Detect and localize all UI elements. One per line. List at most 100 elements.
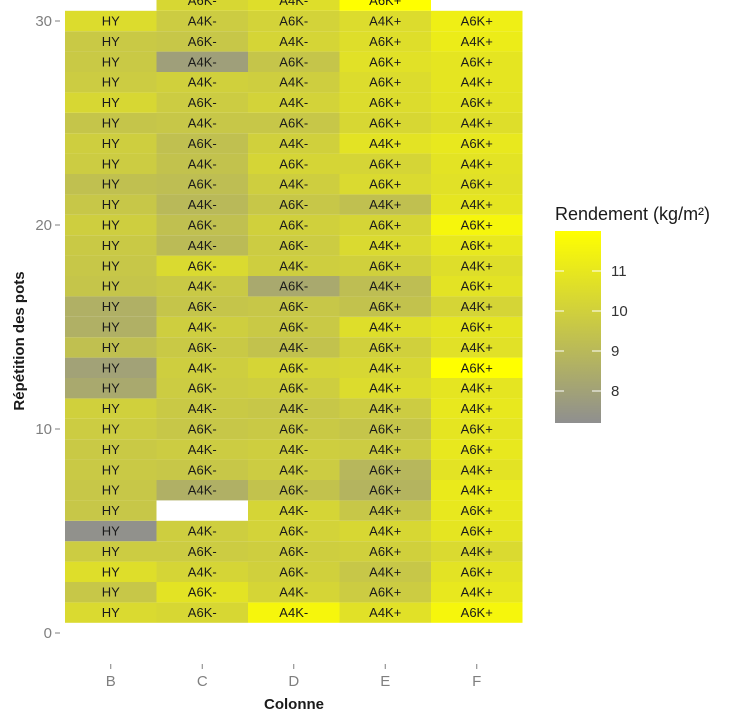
cell-label: A6K- <box>188 218 217 233</box>
legend-title: Rendement (kg/m²) <box>555 204 710 224</box>
y-tick-label: 10 <box>35 421 52 438</box>
cell-label: A4K+ <box>369 503 401 518</box>
heatmap-cell <box>431 602 523 623</box>
cell-label: A4K+ <box>461 299 493 314</box>
cell-label: A6K- <box>188 95 217 110</box>
heatmap-cell <box>339 235 431 256</box>
heatmap-cell <box>339 398 431 419</box>
heatmap-cell <box>156 561 248 582</box>
heatmap-cell <box>248 520 340 542</box>
cell-label: A6K+ <box>461 95 493 110</box>
heatmap-cell <box>65 51 157 72</box>
heatmap-cell <box>431 520 523 542</box>
cell-label: A4K- <box>188 401 217 416</box>
legend-tick-label: 8 <box>611 383 619 400</box>
heatmap-cell <box>65 337 157 358</box>
cell-label: A6K+ <box>369 34 401 49</box>
cell-label: A4K- <box>279 258 308 273</box>
cell-label: A6K+ <box>369 54 401 69</box>
cell-label: A6K+ <box>369 340 401 355</box>
cell-label: A6K- <box>188 258 217 273</box>
cell-label: A4K- <box>188 156 217 171</box>
cell-label: A4K- <box>279 401 308 416</box>
cell-label: A6K+ <box>461 503 493 518</box>
y-tick-label: 30 <box>35 13 52 30</box>
cell-label: A6K+ <box>369 258 401 273</box>
heatmap-cell <box>339 72 431 93</box>
heatmap-cell <box>431 153 523 174</box>
heatmap-cell <box>248 194 340 215</box>
cell-label: HY <box>102 197 120 212</box>
cell-label: A6K+ <box>369 75 401 90</box>
heatmap-cell <box>339 378 431 399</box>
heatmap-cell <box>339 296 431 317</box>
cell-label: HY <box>102 14 120 29</box>
cell-label: A4K+ <box>369 360 401 375</box>
cell-label: A4K- <box>188 14 217 29</box>
heatmap-cell <box>248 500 340 521</box>
cell-label: A4K+ <box>369 136 401 151</box>
heatmap-cell <box>65 316 157 338</box>
cell-label: A6K+ <box>461 564 493 579</box>
cell-label: HY <box>102 34 120 49</box>
legend-ticks: 8 9 10 11 <box>555 263 628 400</box>
cell-label: HY <box>102 258 120 273</box>
heatmap-cell <box>248 31 340 52</box>
cell-label: A6K+ <box>369 544 401 559</box>
cell-label: A4K+ <box>461 156 493 171</box>
heatmap-cell <box>156 582 248 603</box>
heatmap-cell <box>431 133 523 154</box>
heatmap-cell <box>248 214 340 236</box>
cell-label: A6K- <box>279 320 308 335</box>
heatmap-cell <box>248 153 340 174</box>
cell-label: A4K+ <box>369 197 401 212</box>
cell-label: A4K+ <box>461 401 493 416</box>
heatmap-cell <box>431 72 523 93</box>
cell-label: A4K+ <box>461 462 493 477</box>
heatmap-cell <box>339 276 431 297</box>
cell-label: HY <box>102 401 120 416</box>
x-axis: B C D E F <box>106 664 481 690</box>
cell-label: A4K+ <box>461 197 493 212</box>
legend-tick-label: 11 <box>611 263 627 280</box>
x-tick-label: C <box>197 673 208 690</box>
heatmap-cell <box>339 194 431 215</box>
cell-label: HY <box>102 238 120 253</box>
heatmap-cell <box>156 31 248 52</box>
heatmap-cell <box>431 316 523 338</box>
x-axis-title: Colonne <box>264 696 324 713</box>
cell-label: HY <box>102 75 120 90</box>
cell-label: HY <box>102 524 120 539</box>
heatmap-cell <box>339 439 431 460</box>
heatmap-cell-labels: HY HY HY HY HY HY HY HY HY HY HY HY HY HY HY HY HY HY HY HY… <box>102 0 493 620</box>
cell-label: A4K+ <box>369 564 401 579</box>
cell-label: HY <box>102 442 120 457</box>
cell-label: A6K+ <box>461 136 493 151</box>
cell-label: A6K+ <box>369 462 401 477</box>
cell-label: A6K+ <box>369 483 401 498</box>
cell-label: A4K- <box>279 95 308 110</box>
heatmap-cell <box>431 500 523 521</box>
cell-label: HY <box>102 156 120 171</box>
heatmap-cell <box>156 112 248 134</box>
heatmap-cell <box>65 459 157 480</box>
legend-colorbar <box>555 231 601 423</box>
color-legend: Rendement (kg/m²) 8 9 10 11 <box>555 204 710 423</box>
heatmap-cell <box>431 51 523 72</box>
heatmap-cell <box>156 194 248 215</box>
cell-label: A6K- <box>188 462 217 477</box>
cell-label: A4K- <box>279 0 308 8</box>
heatmap-cell <box>339 337 431 358</box>
cell-label: A4K+ <box>461 258 493 273</box>
heatmap-cell <box>339 582 431 603</box>
heatmap-cell <box>65 439 157 460</box>
cell-label: A6K- <box>279 116 308 131</box>
cell-label: A4K- <box>279 605 308 620</box>
heatmap-cell <box>156 398 248 419</box>
heatmap-cell <box>248 72 340 93</box>
heatmap-cell <box>431 31 523 52</box>
heatmap-cell <box>248 561 340 582</box>
heatmap-cell <box>65 276 157 297</box>
heatmap-cell <box>431 582 523 603</box>
cell-label: A4K- <box>188 238 217 253</box>
